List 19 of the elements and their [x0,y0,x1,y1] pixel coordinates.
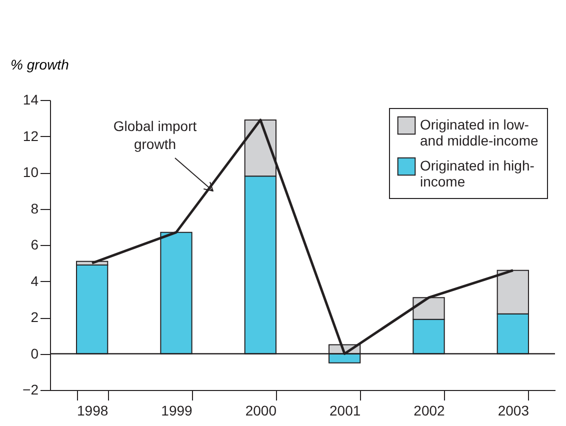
legend-label: Originated in low- and middle-income [420,116,538,148]
y-tick-label: 8 [30,200,39,216]
x-tick-label: 2000 [245,402,277,418]
x-tick-label: 2001 [330,402,361,418]
x-tick-label: 2003 [498,402,530,418]
text: Global import growth [113,118,197,152]
x-tick-label: 1998 [77,402,108,418]
y-tick-label: 12 [22,128,39,144]
y-tick-label: 6 [30,236,39,252]
legend-label: Originated in high-income [420,158,535,190]
x-tick-label: 1999 [161,402,193,418]
y-tick-label: 4 [30,272,39,289]
y-axis-title: % growth [10,56,70,72]
x-tick-label: 2002 [414,402,446,418]
y-tick-label: 0 [30,345,39,362]
y-tick-label: 14 [22,92,39,108]
y-tick-label: 2 [30,309,39,325]
y-tick-label: 10 [22,164,39,180]
y-tick-label: −2 [22,382,39,398]
